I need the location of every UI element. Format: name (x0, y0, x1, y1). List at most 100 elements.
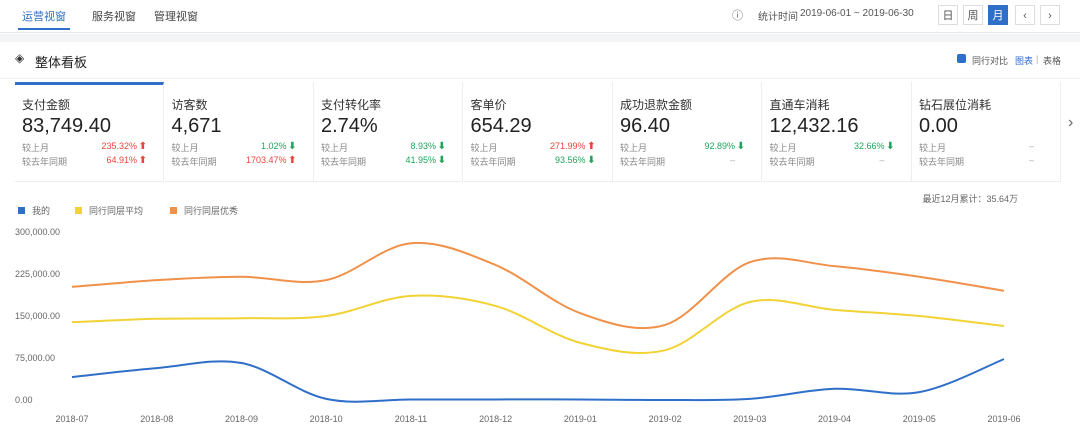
divider (0, 34, 1080, 42)
trend-arrow: ⬇ (437, 141, 446, 152)
divider (0, 78, 1080, 79)
compare-label: 较上月 (171, 143, 199, 153)
chart: 最近12月累计：35.64万 0.00 75,000.00 150,000.00 22… (15, 193, 1021, 424)
x-tick-label: 2018-07 (55, 414, 88, 424)
kpi-value: 4,671 (171, 115, 222, 137)
table-view[interactable]: 表格 (1043, 56, 1062, 66)
kpi-value: 83,749.40 (22, 115, 111, 137)
compare-value: 1703.47% (245, 155, 287, 165)
compare-label: 较上月 (769, 143, 797, 153)
x-tick-label: 2019-05 (903, 414, 936, 424)
y-tick-label: 75,000.00 (15, 353, 55, 363)
kpi-compare: 较去年同期 – (769, 155, 895, 167)
tab[interactable]: 管理视窗 (154, 11, 198, 23)
stat-time-label: 统计时间 (758, 12, 798, 23)
compare-label: 较去年同期 (321, 157, 367, 167)
compare-value: 93.56% (554, 155, 586, 165)
period-button[interactable]: 月 (988, 5, 1008, 25)
kpi-card[interactable]: 访客数 4,671 较上月 1.02% ⬇ 较去年同期 1703.47% ⬆ (164, 82, 314, 182)
series-line (71, 294, 1005, 354)
compare-value: 8.93% (410, 141, 436, 151)
compare-value: 235.32% (101, 141, 137, 151)
kpi-title: 支付转化率 (321, 98, 382, 112)
chart-view[interactable]: 图表 (1015, 56, 1034, 66)
compare-value: – (1028, 155, 1034, 165)
kpi-compare: 较上月 32.66% ⬇ (769, 141, 895, 153)
kpi-title: 钻石展位消耗 (919, 98, 992, 112)
compare-label: 较去年同期 (919, 157, 965, 167)
period-button[interactable]: 日 (938, 5, 958, 25)
legend-swatch (18, 207, 25, 214)
checkbox[interactable] (957, 54, 966, 63)
legend-swatch (170, 207, 177, 214)
kpi-card[interactable]: 客单价 654.29 较上月 271.99% ⬆ 较去年同期 93.56% ⬇ (463, 82, 613, 182)
x-tick-label: 2019-02 (649, 414, 682, 424)
kpi-compare: 较去年同期 41.95% ⬇ (321, 155, 446, 167)
kpi-compare: 较上月 271.99% ⬆ (470, 141, 596, 153)
trend-arrow: ⬇ (736, 141, 745, 152)
next-button[interactable]: › (1040, 5, 1060, 25)
top-bar (0, 0, 1080, 33)
panel-title: 整体看板 (35, 55, 88, 70)
tab[interactable]: 运营视窗 (22, 11, 66, 23)
period-button[interactable]: 周 (963, 5, 983, 25)
trend-arrow: ⬆ (288, 155, 297, 166)
kpi-card[interactable]: 成功退款金额 96.40 较上月 92.89% ⬇ 较去年同期 – (613, 82, 762, 182)
x-tick-label: 2018-08 (140, 414, 173, 424)
kpi-compare: 较上月 – (919, 141, 1044, 153)
x-tick-label: 2019-03 (733, 414, 766, 424)
x-tick-label: 2019-04 (818, 414, 851, 424)
tab-indicator (18, 28, 70, 30)
annotation: 最近12月累计：35.64万 (922, 193, 1018, 204)
legend-swatch (75, 207, 82, 214)
compare-value: – (1028, 141, 1034, 151)
compare-label[interactable]: 同行对比 (972, 56, 1009, 66)
compare-label: 较上月 (470, 143, 498, 153)
compare-label: 较去年同期 (171, 157, 217, 167)
x-tick-label: 2018-12 (479, 414, 512, 424)
trend-arrow: ⬇ (288, 141, 297, 152)
y-tick-label: 0.00 (15, 395, 33, 405)
kpi-compare: 较上月 1.02% ⬇ (171, 141, 297, 153)
kpi-title: 成功退款金额 (620, 98, 693, 112)
kpi-value: 2.74% (321, 115, 378, 137)
tab[interactable]: 服务视窗 (92, 11, 136, 23)
y-tick-label: 225,000.00 (15, 269, 60, 279)
trend-arrow: ⬇ (437, 155, 446, 166)
kpi-compare: 较上月 235.32% ⬆ (22, 141, 147, 153)
compare-label: 较上月 (22, 143, 50, 153)
kpi-card[interactable]: 支付金额 83,749.40 较上月 235.32% ⬆ 较去年同期 64.91% ⬆ (15, 82, 164, 182)
compare-value: 271.99% (549, 141, 586, 151)
y-tick-label: 150,000.00 (15, 311, 60, 321)
trend-arrow: ⬆ (587, 141, 596, 152)
kpi-card[interactable]: 直通车消耗 12,432.16 较上月 32.66% ⬇ 较去年同期 – (762, 82, 912, 182)
kpi-compare: 较去年同期 93.56% ⬇ (471, 155, 596, 167)
x-tick-label: 2018-11 (395, 414, 427, 424)
compare-value: 92.89% (704, 141, 735, 151)
kpi-card[interactable]: 钻石展位消耗 0.00 较上月 – 较去年同期 – (912, 82, 1061, 182)
stat-time: 2019-06-01 ~ 2019-06-30 (800, 8, 914, 19)
kpi-value: 654.29 (470, 115, 532, 137)
kpi-compare: 较去年同期 – (919, 155, 1044, 167)
kpi-title: 直通车消耗 (769, 98, 830, 112)
trend-arrow: ⬆ (138, 155, 147, 166)
kpi-compare: 较上月 92.89% ⬇ (620, 141, 745, 153)
kpi-title: 支付金额 (22, 98, 71, 112)
compare-label: 较去年同期 (769, 157, 815, 167)
prev-button[interactable]: ‹ (1015, 5, 1035, 25)
kpi-compare: 较去年同期 1703.47% ⬆ (171, 155, 297, 167)
compare-label: 较去年同期 (22, 157, 68, 167)
compare-value: – (729, 155, 735, 165)
trend-arrow: ⬇ (886, 141, 895, 152)
compare-label: 较去年同期 (620, 157, 666, 167)
kpi-card[interactable]: 支付转化率 2.74% 较上月 8.93% ⬇ 较去年同期 41.95% ⬇ (314, 82, 463, 182)
info-icon: ⓘ (732, 10, 743, 22)
compare-value: – (879, 155, 885, 165)
x-tick-label: 2019-06 (987, 414, 1020, 424)
series-line (71, 241, 1005, 330)
kpi-value: 12,432.16 (769, 115, 859, 137)
kpi-compare: 较去年同期 – (620, 155, 745, 167)
x-tick-label: 2019-01 (564, 414, 597, 424)
cards-next[interactable]: › (1068, 114, 1074, 131)
layers-icon: ◈ (15, 51, 25, 65)
